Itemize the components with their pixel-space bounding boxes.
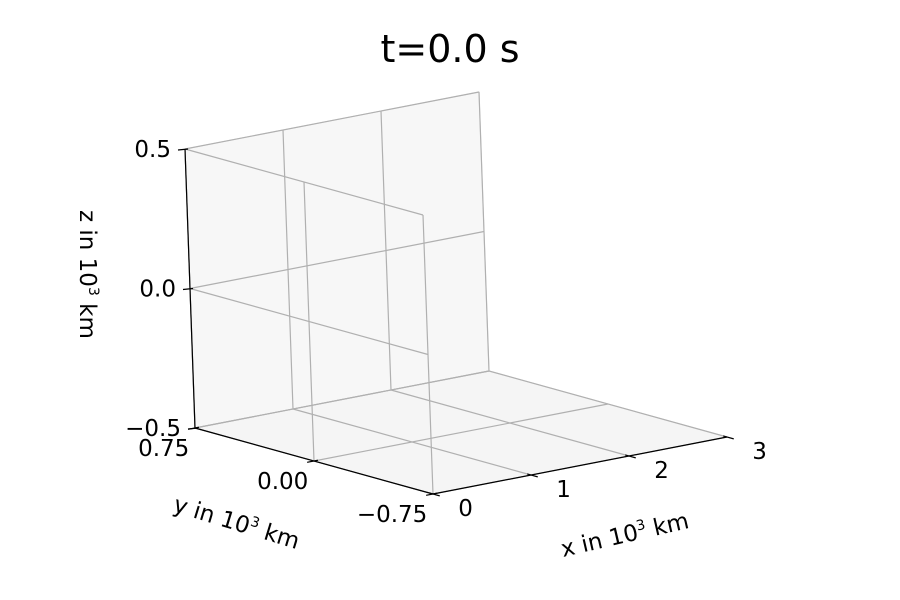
y-tick [307,459,319,463]
z-tick [177,148,189,151]
z-tick [187,427,199,430]
x-tick [526,473,538,478]
x-axis-label-base: x in 10 [559,520,641,563]
x-tick-label: 0 [458,496,473,522]
x-tick-label: 2 [654,458,669,484]
z-axis-label: z in 103 km [74,210,101,339]
x-tick-label: 1 [556,477,571,503]
z-axis-label-exponent: 3 [85,287,101,296]
z-tick-label: 0.0 [139,277,176,303]
y-tick [426,492,438,496]
z-tick-label: −0.5 [125,416,181,442]
tick-labels: 0 1 2 3 −0.75 0.00 0.75−0.5 0.0 0.5 [125,137,767,528]
y-tick-label: 0.75 [138,436,189,462]
y-axis-label-base: y in 10 [170,492,253,540]
x-axis-label-exponent: 3 [635,517,647,535]
y-tick-label: 0.00 [257,469,308,495]
chart-title: t=0.0 s [380,27,519,71]
x-tick-label: 3 [752,439,767,465]
z-axis-label-base: z in 10 [74,210,100,287]
x-tick [722,435,734,440]
z-tick [182,287,194,291]
x-tick [428,492,440,497]
x-axis-label-unit: km [644,508,692,543]
x-tick [624,454,636,459]
x-axis-label: x in 103 km [558,507,691,563]
z-tick-label: 0.5 [134,137,171,163]
y-axis-label-unit: km [254,517,303,554]
x-axis-line [432,436,728,495]
y-axis-label: y in 103 km [170,491,303,555]
tick-marks [177,148,734,497]
z-axis-label-unit: km [74,296,100,339]
y-tick-label: −0.75 [357,502,427,528]
